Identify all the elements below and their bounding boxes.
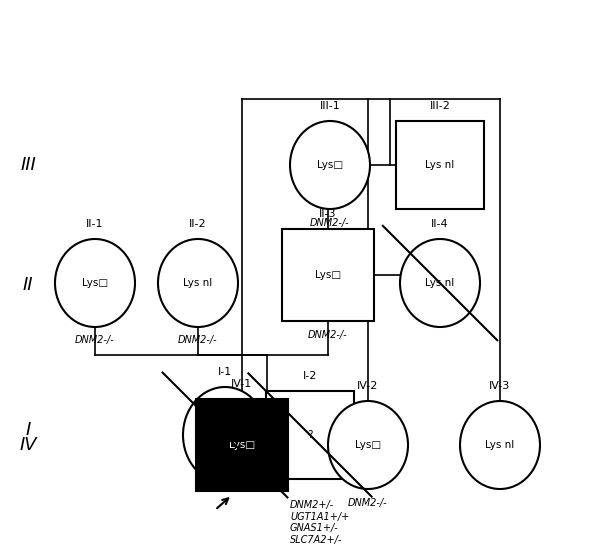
Text: Lys nl: Lys nl [426, 278, 455, 288]
Bar [196, 399, 288, 491]
Bar [282, 229, 374, 321]
Ellipse shape [328, 401, 408, 489]
Text: II-2: II-2 [189, 219, 207, 229]
Text: III-2: III-2 [430, 101, 451, 111]
Text: DNM2-/-: DNM2-/- [310, 218, 350, 228]
Text: III-1: III-1 [320, 101, 340, 111]
Text: ?: ? [223, 430, 228, 440]
Ellipse shape [290, 121, 370, 209]
Text: Lys□: Lys□ [229, 440, 255, 450]
Text: ?: ? [307, 430, 313, 440]
Text: IV-3: IV-3 [489, 381, 511, 391]
Text: I-2: I-2 [303, 371, 317, 381]
Text: IV-1: IV-1 [232, 379, 253, 389]
Text: Lys□: Lys□ [355, 440, 381, 450]
Ellipse shape [55, 239, 135, 327]
Ellipse shape [460, 401, 540, 489]
Text: II-3: II-3 [319, 209, 337, 219]
Bar [396, 121, 484, 209]
Text: Lys nl: Lys nl [426, 160, 455, 170]
Ellipse shape [400, 239, 480, 327]
Text: IV-2: IV-2 [358, 381, 379, 391]
Text: I: I [26, 421, 30, 439]
Text: DNM2-/-: DNM2-/- [308, 330, 348, 340]
Text: Lys□: Lys□ [317, 160, 343, 170]
Text: Lys□: Lys□ [315, 270, 341, 280]
Text: II: II [22, 276, 33, 294]
Text: DNM2+/-
UGT1A1+/+
GNAS1+/-
SLC7A2+/-: DNM2+/- UGT1A1+/+ GNAS1+/- SLC7A2+/- [290, 500, 349, 545]
Text: I-1: I-1 [218, 367, 232, 377]
Text: Lys nl: Lys nl [485, 440, 514, 450]
Text: Lys□: Lys□ [82, 278, 108, 288]
Text: IV: IV [19, 436, 37, 454]
Text: II-1: II-1 [86, 219, 104, 229]
Ellipse shape [158, 239, 238, 327]
Text: DNM2-/-: DNM2-/- [348, 498, 388, 508]
Text: III: III [20, 156, 36, 174]
Bar [266, 391, 354, 479]
Text: II-4: II-4 [431, 219, 449, 229]
Text: DNM2-/-: DNM2-/- [75, 335, 115, 345]
Text: Lys nl: Lys nl [184, 278, 213, 288]
Text: DNM2-/-: DNM2-/- [178, 335, 218, 345]
Ellipse shape [183, 387, 267, 483]
